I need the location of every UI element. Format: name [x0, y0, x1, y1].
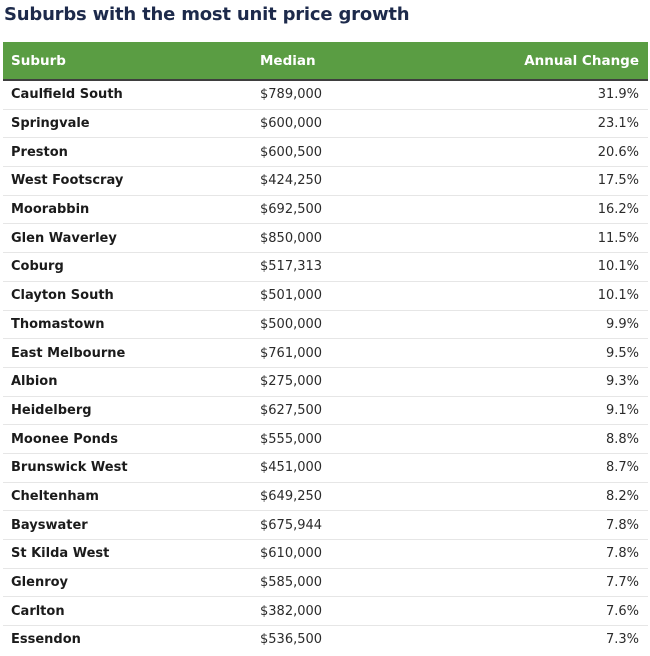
annual-change-cell: 9.3% — [459, 367, 648, 397]
annual-change-cell: 9.1% — [459, 396, 648, 426]
suburb-cell: Brunswick West — [3, 453, 260, 483]
median-cell: $424,250 — [260, 166, 459, 196]
suburb-cell: Glen Waverley — [3, 223, 260, 254]
table-body: Caulfield South $789,000 31.9% Springvale $6… — [3, 80, 648, 654]
annual-change-cell: 10.1% — [459, 281, 648, 311]
median-cell: $761,000 — [260, 338, 459, 368]
median-cell: $789,000 — [260, 80, 459, 110]
median-cell: $675,944 — [260, 510, 459, 540]
table-row: Glenroy $585,000 7.7% — [3, 568, 648, 598]
table-header: Suburb Median Annual Change — [3, 42, 648, 81]
suburb-cell: Preston — [3, 137, 260, 168]
annual-change-cell: 7.8% — [459, 539, 648, 569]
column-header-median: Median — [260, 42, 459, 81]
table-row: St Kilda West $610,000 7.8% — [3, 539, 648, 569]
suburb-cell: West Footscray — [3, 166, 260, 196]
median-cell: $627,500 — [260, 396, 459, 426]
annual-change-cell: 8.8% — [459, 424, 648, 454]
median-cell: $382,000 — [260, 596, 459, 627]
suburb-cell: Caulfield South — [3, 80, 260, 110]
table-row: Coburg $517,313 10.1% — [3, 252, 648, 282]
table-row: Heidelberg $627,500 9.1% — [3, 396, 648, 426]
table-row: Moonee Ponds $555,000 8.8% — [3, 424, 648, 454]
table-row: Clayton South $501,000 10.1% — [3, 281, 648, 311]
median-cell: $610,000 — [260, 539, 459, 569]
suburb-cell: Clayton South — [3, 281, 260, 311]
annual-change-cell: 20.6% — [459, 137, 648, 168]
median-cell: $649,250 — [260, 482, 459, 512]
annual-change-cell: 16.2% — [459, 195, 648, 225]
table-row: Cheltenham $649,250 8.2% — [3, 482, 648, 512]
table-row: East Melbourne $761,000 9.5% — [3, 338, 648, 368]
column-header-suburb: Suburb — [3, 42, 260, 81]
table-row: Thomastown $500,000 9.9% — [3, 310, 648, 340]
annual-change-cell: 7.3% — [605, 632, 639, 648]
suburb-cell: Moorabbin — [3, 195, 260, 225]
annual-change-cell: 11.5% — [459, 223, 648, 254]
annual-change-cell: 8.2% — [459, 482, 648, 512]
median-cell: $451,000 — [260, 453, 459, 483]
suburb-cell: Cheltenham — [3, 482, 260, 512]
table-row: Essendon $536,500 7.3% — [3, 626, 648, 654]
annual-change-cell: 9.9% — [459, 310, 648, 340]
header-row: Suburb Median Annual Change — [3, 42, 648, 81]
table-row: Albion $275,000 9.3% — [3, 367, 648, 397]
annual-change-cell: 17.5% — [459, 166, 648, 196]
median-cell: $500,000 — [260, 310, 459, 340]
suburb-cell: Albion — [3, 367, 260, 397]
median-cell: $600,000 — [260, 109, 459, 139]
annual-change-cell: 23.1% — [459, 109, 648, 139]
table-row: Bayswater $675,944 7.8% — [3, 510, 648, 540]
annual-change-cell: 7.7% — [459, 568, 648, 598]
suburb-cell: Bayswater — [3, 510, 260, 540]
median-cell: $850,000 — [260, 223, 459, 254]
table-row: Moorabbin $692,500 16.2% — [3, 195, 648, 225]
suburb-cell: East Melbourne — [3, 338, 260, 368]
suburb-cell: Carlton — [3, 596, 260, 627]
annual-change-cell: 10.1% — [459, 252, 648, 282]
table-row: West Footscray $424,250 17.5% — [3, 166, 648, 196]
median-cell: $501,000 — [260, 281, 459, 311]
suburb-cell: Springvale — [3, 109, 260, 139]
table-row: Springvale $600,000 23.1% — [3, 109, 648, 139]
table-row: Brunswick West $451,000 8.7% — [3, 453, 648, 483]
table-title: Suburbs with the most unit price growth — [4, 4, 410, 25]
price-growth-table: Suburb Median Annual Change Caulfield So… — [3, 42, 648, 654]
median-cell: $536,500 — [260, 632, 323, 648]
suburb-cell: Moonee Ponds — [3, 424, 260, 454]
column-header-annual-change: Annual Change — [459, 42, 648, 81]
median-cell: $275,000 — [260, 367, 459, 397]
suburb-cell: Heidelberg — [3, 396, 260, 426]
table-row: Carlton $382,000 7.6% — [3, 596, 648, 627]
annual-change-cell: 31.9% — [459, 80, 648, 110]
table-row: Caulfield South $789,000 31.9% — [3, 80, 648, 110]
suburb-cell: Glenroy — [3, 568, 260, 598]
median-cell: $600,500 — [260, 137, 459, 168]
median-cell: $692,500 — [260, 195, 459, 225]
annual-change-cell: 7.8% — [459, 510, 648, 540]
suburb-cell: Essendon — [11, 632, 81, 648]
annual-change-cell: 8.7% — [459, 453, 648, 483]
table-row: Glen Waverley $850,000 11.5% — [3, 223, 648, 254]
median-cell: $517,313 — [260, 252, 459, 282]
median-cell: $585,000 — [260, 568, 459, 598]
median-cell: $555,000 — [260, 424, 459, 454]
suburb-cell: St Kilda West — [3, 539, 260, 569]
table-row: Preston $600,500 20.6% — [3, 137, 648, 168]
suburb-cell: Coburg — [3, 252, 260, 282]
annual-change-cell: 9.5% — [459, 338, 648, 368]
annual-change-cell: 7.6% — [459, 596, 648, 627]
suburb-cell: Thomastown — [3, 310, 260, 340]
